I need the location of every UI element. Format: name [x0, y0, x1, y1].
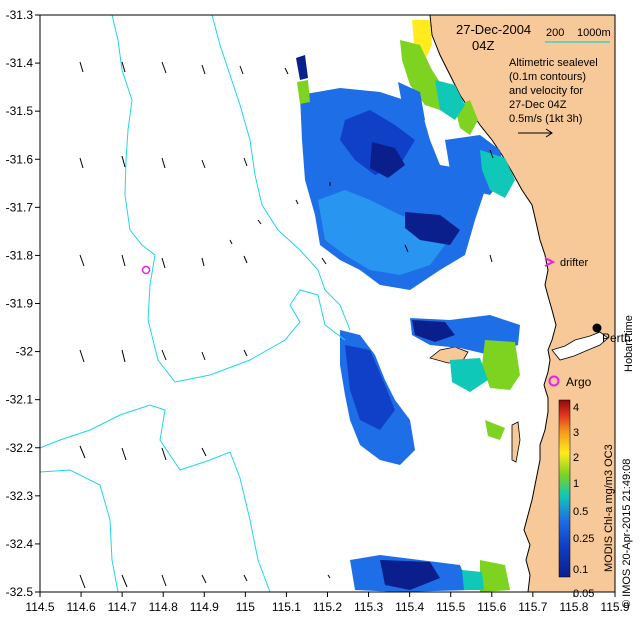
x-axis: 114.5 114.6 114.7 114.8 114.9 115 115.1 115.2 11… — [25, 592, 630, 614]
garden-island — [511, 421, 521, 463]
argo-marker — [548, 375, 560, 387]
svg-text:0.5: 0.5 — [573, 506, 588, 518]
title-time: 04Z — [472, 38, 494, 53]
x-tick-label: 114.8 — [149, 600, 178, 614]
svg-text:3: 3 — [573, 427, 579, 439]
argo-label: Argo — [566, 375, 592, 389]
y-tick-label: -32.2 — [6, 441, 34, 455]
y-tick-label: -31.4 — [6, 56, 34, 70]
x-tick-label: 115.6 — [477, 600, 506, 614]
x-tick-label: 115.1 — [272, 600, 301, 614]
velocity-arrows — [79, 61, 494, 589]
product-text: MODIS Chl-a mg/m3 OC3 — [603, 444, 615, 572]
x-tick-label: 114.6 — [67, 600, 96, 614]
y-axis: -31.3 -31.4 -31.5 -31.6 -31.7 -31.8 -31.9 -32 -3… — [6, 8, 40, 599]
hobart-time-label: Hobart time — [623, 315, 635, 372]
perth-label: Perth — [602, 331, 631, 345]
chlorophyll-layer — [296, 20, 520, 592]
y-tick-label: -32.5 — [6, 585, 34, 599]
x-tick-label: 114.7 — [108, 600, 137, 614]
colorbar-ticks: 4 3 2 1 0.5 0.25 0.1 0.05 — [573, 402, 594, 600]
argo-float-marker — [141, 265, 151, 275]
x-tick-label: 114.5 — [25, 600, 54, 614]
y-tick-label: -32.3 — [6, 489, 34, 503]
sealevel-contours — [39, 14, 351, 593]
title-date: 27-Dec-2004 — [456, 22, 531, 37]
x-tick-label: 115.8 — [559, 600, 588, 614]
svg-text:2: 2 — [573, 452, 579, 464]
scale-label: 200 — [546, 27, 564, 39]
y-tick-label: -32.4 — [6, 537, 34, 551]
rottnest-island — [429, 346, 469, 364]
y-tick-label: -31.6 — [6, 152, 34, 166]
x-tick-label: 115.9 — [600, 600, 629, 614]
x-tick-label: 115.5 — [436, 600, 465, 614]
y-tick-label: -31.8 — [6, 248, 34, 262]
x-tick-label: 115 — [236, 600, 255, 614]
coastline — [429, 14, 557, 593]
svg-text:4: 4 — [573, 402, 579, 414]
x-tick-label: 115.2 — [313, 600, 342, 614]
velocity-scale-label: 0.5m/s (1kt 3h) — [509, 113, 582, 125]
legend-line-1: Altimetric sealevel — [509, 57, 598, 69]
x-tick-label: 115.4 — [395, 600, 424, 614]
svg-text:0.05: 0.05 — [573, 588, 594, 600]
legend-line-3: and velocity for — [509, 85, 583, 97]
svg-text:0.1: 0.1 — [573, 564, 588, 576]
colorbar — [558, 399, 571, 578]
x-tick-label: 115.7 — [518, 600, 547, 614]
drifter-marker — [544, 257, 556, 267]
x-tick-label: 114.9 — [190, 600, 219, 614]
y-tick-label: -32 — [16, 345, 34, 359]
depth-label: 1000m — [577, 27, 611, 39]
y-tick-label: -31.9 — [6, 297, 34, 311]
x-tick-label: 115.3 — [354, 600, 383, 614]
y-tick-label: -31.7 — [6, 200, 34, 214]
swan-river — [551, 331, 609, 361]
credit-text: © IMOS 20-Apr-2015 21:49:08 — [621, 459, 633, 608]
y-tick-label: -32.1 — [6, 393, 34, 407]
legend-line-4: 27-Dec 04Z — [509, 99, 567, 111]
perth-marker — [592, 323, 602, 333]
drifter-label: drifter — [560, 257, 588, 269]
y-tick-label: -31.5 — [6, 104, 34, 118]
velocity-scale-arrow — [518, 128, 553, 138]
svg-text:0.25: 0.25 — [573, 533, 594, 545]
legend-line-2: (0.1m contours) — [509, 71, 586, 83]
svg-text:1: 1 — [573, 478, 579, 490]
y-tick-label: -31.3 — [6, 8, 34, 22]
